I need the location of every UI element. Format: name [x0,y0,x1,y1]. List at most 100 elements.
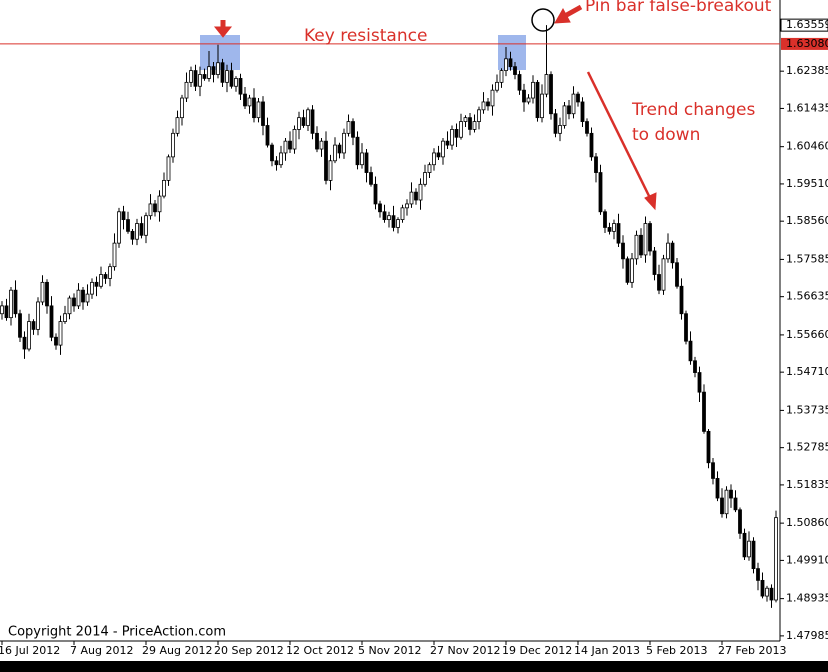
candle-body [616,223,621,244]
candle-body [292,129,297,150]
candle-body [112,242,117,268]
candle-body [189,70,193,83]
candle-body [544,74,549,95]
candle-body [103,274,108,279]
candle-body [607,227,612,232]
candle-body [760,579,765,597]
candle-body [261,101,265,126]
candle-body [202,74,207,79]
candle-body [22,336,27,350]
candle-body [468,117,472,130]
resistance-zone [200,35,240,70]
candle-body [499,70,504,83]
candle-body [297,117,301,130]
candle-body [126,219,130,232]
x-tick-label: 5 Feb 2013 [646,644,707,657]
candle-body [508,58,513,68]
candle-body [121,211,126,221]
candle-body [211,66,216,75]
candle-body [643,223,648,256]
candle-body [729,489,733,499]
y-tick-label: 1.56635 [786,290,828,303]
candle-body [166,156,171,181]
candle-body [661,258,666,291]
candle-body [45,281,49,307]
candle-body [490,89,495,107]
candle-body [27,321,31,350]
price-label: 1.63080 [786,37,828,50]
candle-body [612,223,616,232]
candle-body [81,289,85,303]
candle-body [450,129,454,146]
candle-body [18,313,22,338]
candle-body [549,74,553,115]
y-tick-label: 1.62385 [786,64,828,77]
candle-body [576,93,580,103]
candle-body [180,97,184,119]
candle-body [585,121,589,134]
candle-body [666,242,670,260]
candle-body [85,293,90,303]
candle-body [652,250,657,275]
candle-body [99,274,103,287]
candle-body [243,93,247,107]
candle-body [247,97,252,107]
candle-body [378,203,382,213]
annotation: to down [632,125,700,145]
y-tick-label: 1.51835 [786,478,828,491]
candle-body [558,125,562,134]
x-tick-label: 19 Dec 2012 [502,644,572,657]
candle-body [315,132,319,150]
candle-body [139,223,144,236]
candle-body [454,129,459,138]
candle-body [526,97,531,103]
candle-body [117,211,121,244]
y-tick-label: 1.54710 [786,365,828,378]
candle-body [720,497,724,515]
candle-body [459,121,463,138]
candle-body [364,152,369,173]
candle-body [427,164,432,173]
y-tick-label: 1.48935 [786,592,828,605]
candle-body [567,105,571,115]
candle-body [337,144,342,154]
candle-body [193,70,198,87]
candle-body [0,305,4,315]
candle-body [436,152,441,158]
candle-body [306,109,310,126]
candle-body [130,230,135,240]
candle-body [225,70,229,83]
candle-body [742,532,747,558]
candle-body [634,234,639,260]
candle-body [31,321,36,330]
candle-body [90,281,94,295]
price-label: 1.63559 [786,18,828,31]
candle-body [540,93,544,119]
candle-body [553,113,558,134]
x-tick-label: 7 Aug 2012 [70,644,133,657]
x-tick-label: 14 Jan 2013 [574,644,640,657]
candle-body [355,136,360,166]
x-tick-label: 29 Aug 2012 [142,644,212,657]
candle-body [733,497,738,511]
candle-body [387,215,391,221]
y-tick-label: 1.47985 [786,629,828,642]
candle-body [414,191,418,201]
y-tick-label: 1.61435 [786,101,828,114]
candle-body [571,93,576,115]
candle-body [702,391,706,432]
candle-body [301,117,306,126]
candle-body [171,132,175,158]
candle-body [765,587,769,597]
candle-body [9,289,13,319]
y-tick-label: 1.60460 [786,140,828,153]
candle-body [283,140,288,154]
candle-body [603,211,607,228]
candle-body [265,125,270,146]
candle-body [751,540,756,570]
candle-body [175,117,180,134]
candle-body [144,215,148,236]
candle-body [220,62,225,83]
candle-body [589,132,594,158]
